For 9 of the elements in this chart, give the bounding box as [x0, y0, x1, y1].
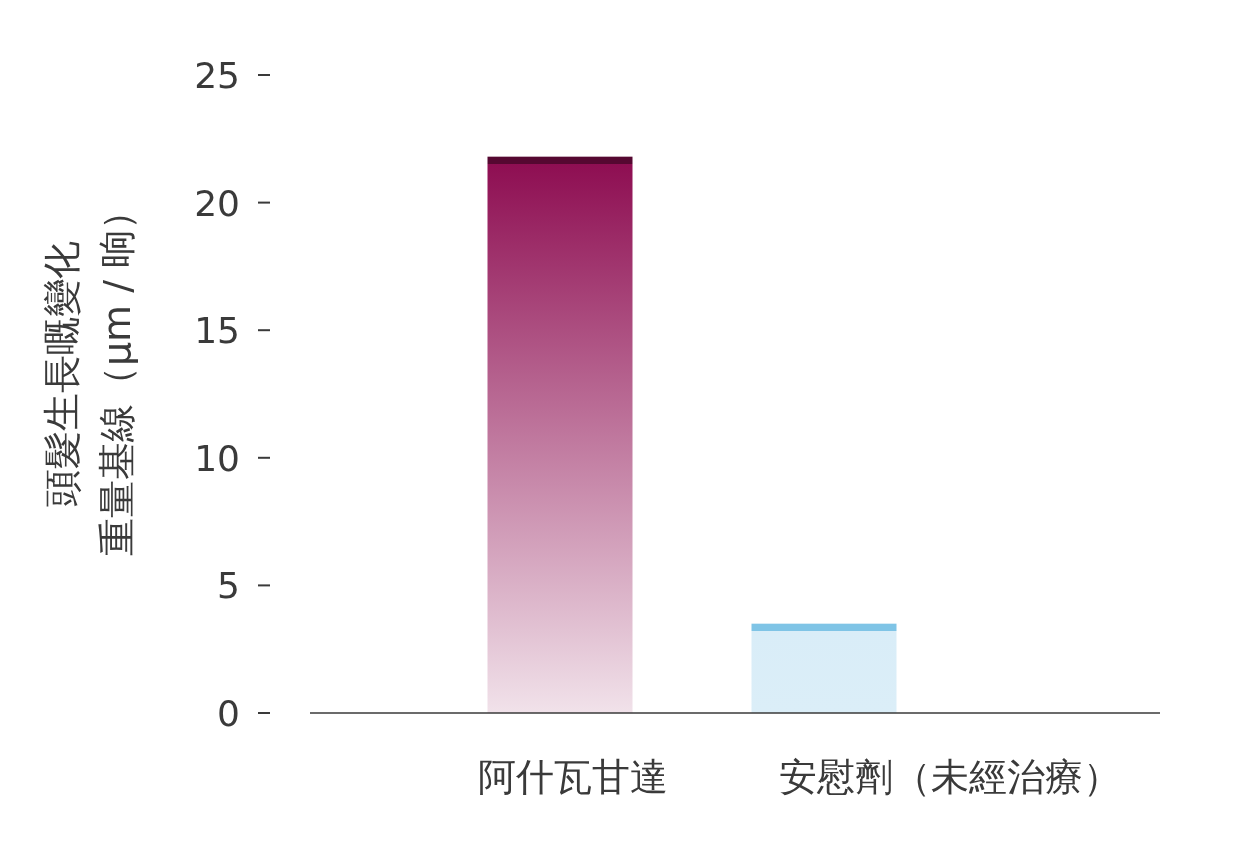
y-axis-title: 頭髮生長嘅變化重量基線（μm / 晌） — [40, 191, 139, 557]
y-tick-label: 15 — [194, 310, 240, 352]
y-tick-label: 25 — [194, 55, 240, 96]
y-tick-label: 5 — [217, 565, 240, 607]
x-tick-label: 安慰劑（未經治療） — [779, 755, 1121, 799]
x-tick-label: 阿什瓦甘達 — [478, 755, 668, 799]
y-tick-label: 10 — [194, 437, 240, 479]
y-tick-label: 20 — [194, 182, 240, 224]
y-tick-label: 0 — [217, 693, 240, 734]
